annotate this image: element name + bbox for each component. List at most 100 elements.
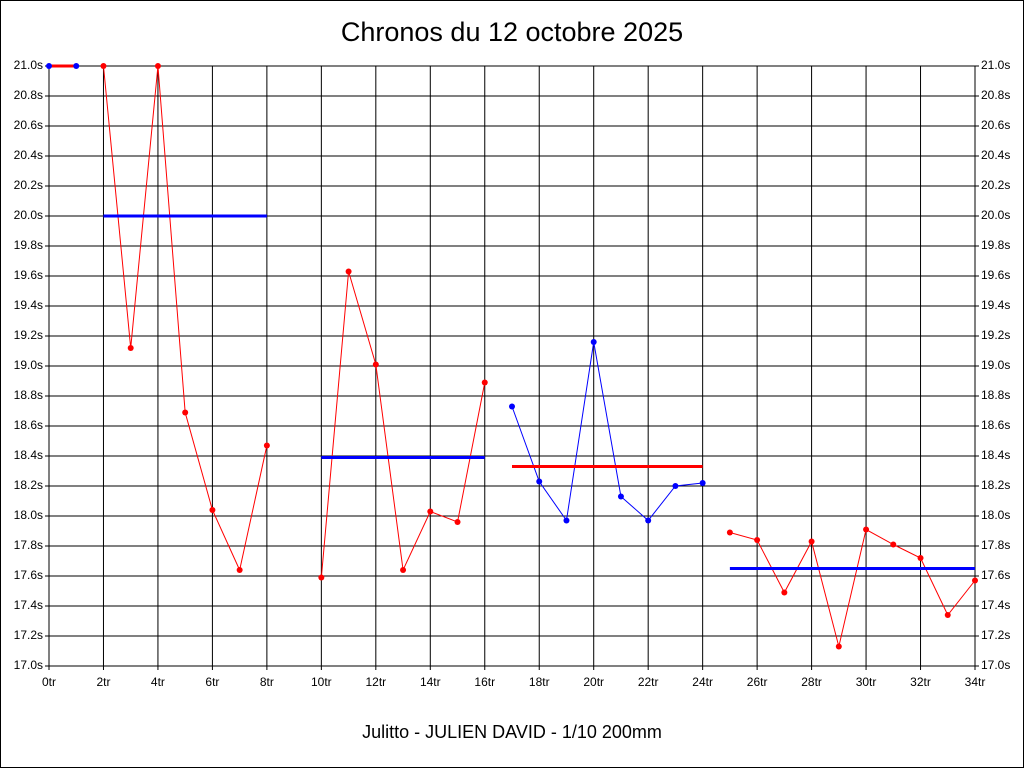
series-line [511, 341, 703, 522]
y2-tick-label: 19.2s [981, 328, 1010, 342]
y-tick-label: 19.0s [14, 358, 43, 372]
x-tick-label: 2tr [96, 675, 110, 689]
data-point [699, 480, 706, 486]
y2-tick-label: 19.6s [981, 268, 1010, 282]
y-tick-label: 17.4s [14, 598, 43, 612]
data-point [318, 574, 325, 581]
y-tick-label: 17.2s [14, 628, 43, 642]
y-tick-label: 17.8s [14, 538, 43, 552]
y2-tick-label: 20.0s [981, 208, 1010, 222]
data-point [182, 409, 189, 416]
data-point [835, 643, 842, 650]
y2-tick-label: 19.8s [981, 238, 1010, 252]
data-point [263, 442, 270, 449]
data-point [890, 541, 897, 548]
x-tick-label: 34tr [965, 675, 986, 689]
y-tick-label: 20.4s [14, 148, 43, 162]
x-tick-label: 0tr [42, 675, 56, 689]
plot-border [48, 65, 976, 667]
x-tick-label: 26tr [747, 675, 768, 689]
y2-tick-label: 20.2s [981, 178, 1010, 192]
x-tick-label: 6tr [205, 675, 219, 689]
y-tick-label: 18.6s [14, 418, 43, 432]
y2-tick-label: 18.2s [981, 478, 1010, 492]
x-tick-label: 18tr [529, 675, 550, 689]
data-point [400, 567, 407, 573]
data-point [617, 493, 624, 500]
y2-tick-label: 19.4s [981, 298, 1010, 312]
x-tick-label: 32tr [910, 675, 931, 689]
data-point [917, 555, 924, 561]
y2-tick-label: 18.6s [981, 418, 1010, 432]
chart-title: Chronos du 12 octobre 2025 [341, 17, 683, 47]
y-tick-label: 20.8s [14, 88, 43, 102]
y2-tick-label: 20.4s [981, 148, 1010, 162]
data-point [236, 567, 243, 573]
data-point [209, 507, 216, 513]
data-point [944, 612, 951, 618]
y2-tick-label: 18.4s [981, 448, 1010, 462]
data-point [481, 379, 488, 386]
y2-tick-label: 20.8s [981, 88, 1010, 102]
data-point [863, 526, 870, 533]
x-tick-label: 22tr [638, 675, 659, 689]
data-point [590, 339, 597, 345]
y2-tick-label: 17.2s [981, 628, 1010, 642]
series-line [729, 528, 976, 647]
x-tick-label: 28tr [801, 675, 822, 689]
y2-tick-label: 21.0s [981, 58, 1010, 72]
y-tick-label: 19.8s [14, 238, 43, 252]
data-point [972, 577, 978, 584]
data-point [808, 538, 815, 545]
y2-tick-label: 19.0s [981, 358, 1010, 372]
y2-tick-label: 20.6s [981, 118, 1010, 132]
x-tick-label: 12tr [365, 675, 386, 689]
y-tick-label: 18.8s [14, 388, 43, 402]
data-point [754, 537, 761, 543]
y2-tick-label: 17.0s [981, 658, 1010, 672]
y2-tick-label: 17.8s [981, 538, 1010, 552]
data-point [100, 63, 107, 69]
x-axis-label: Julitto - JULIEN DAVID - 1/10 200mm [362, 722, 662, 742]
data-point [454, 519, 461, 525]
data-point [427, 508, 434, 515]
x-tick-label: 30tr [856, 675, 877, 689]
data-point [563, 517, 570, 524]
y2-tick-label: 17.6s [981, 568, 1010, 582]
y-tick-label: 19.6s [14, 268, 43, 282]
data-point [645, 517, 652, 524]
y-tick-label: 20.6s [14, 118, 43, 132]
data-point [127, 345, 134, 351]
y2-tick-label: 18.8s [981, 388, 1010, 402]
data-point [154, 63, 161, 69]
y-tick-label: 18.4s [14, 448, 43, 462]
y-tick-label: 17.6s [14, 568, 43, 582]
data-point [536, 478, 543, 485]
data-point [672, 483, 679, 489]
y-tick-label: 19.4s [14, 298, 43, 312]
data-point [509, 403, 515, 410]
y2-tick-label: 18.0s [981, 508, 1010, 522]
y-tick-label: 18.0s [14, 508, 43, 522]
x-tick-label: 10tr [311, 675, 332, 689]
x-tick-label: 16tr [474, 675, 495, 689]
y2-tick-label: 17.4s [981, 598, 1010, 612]
data-point [372, 361, 379, 368]
x-tick-label: 8tr [260, 675, 274, 689]
y-tick-label: 18.2s [14, 478, 43, 492]
y-tick-label: 19.2s [14, 328, 43, 342]
data-point [726, 529, 733, 536]
data-point [781, 589, 788, 596]
y-tick-label: 20.0s [14, 208, 43, 222]
x-tick-label: 20tr [583, 675, 604, 689]
x-tick-label: 24tr [692, 675, 713, 689]
y-tick-label: 21.0s [14, 58, 43, 72]
data-point [73, 63, 80, 69]
x-tick-label: 14tr [420, 675, 441, 689]
x-tick-label: 4tr [151, 675, 165, 689]
data-point [345, 268, 352, 275]
data-point [46, 63, 52, 69]
y-tick-label: 20.2s [14, 178, 43, 192]
